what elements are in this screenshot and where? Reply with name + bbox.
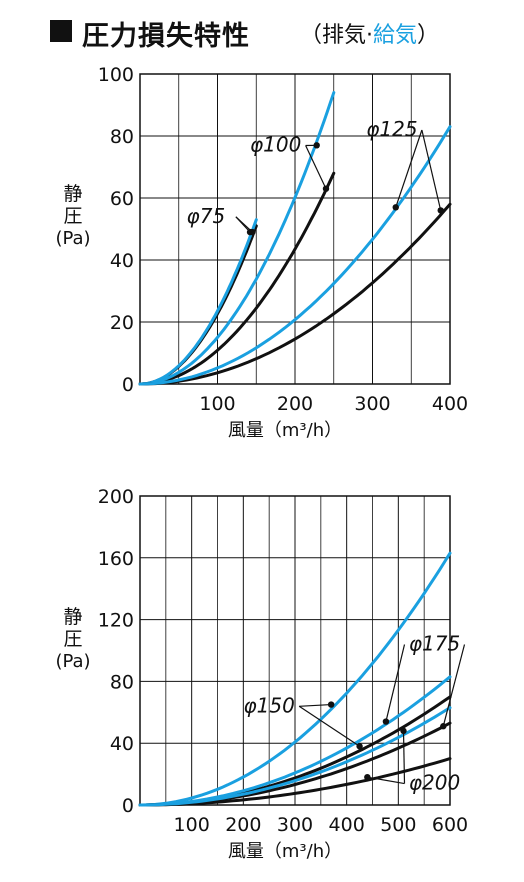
- x-tick-label: 200: [277, 393, 313, 415]
- leader-dot: [313, 142, 320, 149]
- leader-dot: [382, 718, 390, 725]
- series-label: φ200: [409, 771, 460, 795]
- page-title: 圧力損失特性: [82, 21, 250, 52]
- leader-line: [305, 145, 327, 189]
- x-tick-label: 600: [432, 814, 468, 836]
- x-tick-label: 500: [380, 814, 416, 836]
- series-line-supply: [138, 551, 452, 807]
- y-tick-label: 0: [122, 795, 134, 817]
- leader-dot: [327, 701, 335, 708]
- y-axis-label-unit: (Pa): [55, 651, 90, 672]
- series-label: φ75: [187, 204, 226, 228]
- y-tick-label: 80: [110, 126, 134, 148]
- title-row: 圧力損失特性 （排気·給気）: [50, 14, 490, 54]
- subtitle-open: （排気·: [300, 23, 373, 48]
- x-tick-label: 200: [225, 814, 261, 836]
- y-axis-label-2: 圧: [63, 205, 82, 227]
- leader-line: [367, 776, 405, 785]
- leader-line: [421, 129, 442, 211]
- leader-dot: [437, 207, 444, 214]
- y-tick-label: 40: [110, 733, 134, 755]
- leader-line: [385, 644, 406, 722]
- leader-line: [299, 703, 332, 707]
- x-tick-label: 300: [277, 814, 313, 836]
- x-axis-label: 風量（m³/h）: [228, 420, 342, 441]
- x-tick-label: 400: [329, 814, 365, 836]
- series-label: φ150: [243, 693, 294, 717]
- series-label: φ100: [250, 133, 301, 157]
- y-tick-label: 160: [98, 548, 134, 570]
- series-line-supply: [138, 218, 258, 386]
- y-axis-label-1: 静: [63, 606, 82, 628]
- chart-small-ducts: 0 20 40 60 80 100 100 200 300 400 静圧(Pa) 風量（m³/h） φ1…: [55, 64, 468, 441]
- y-tick-label: 60: [110, 188, 134, 210]
- leader-dot: [356, 743, 363, 750]
- leader-line: [235, 216, 253, 233]
- subtitle-supply: 給気: [373, 23, 418, 48]
- y-tick-label: 20: [110, 312, 134, 334]
- leader-dot: [400, 727, 407, 735]
- x-tick-label: 100: [174, 814, 210, 836]
- title-square-icon: [50, 20, 72, 42]
- y-tick-label: 120: [98, 610, 134, 632]
- y-tick-label: 0: [122, 374, 134, 396]
- y-axis-label-2: 圧: [63, 628, 82, 650]
- leader-dot: [392, 204, 399, 211]
- series-label: φ125: [366, 117, 417, 141]
- y-axis-label-1: 静: [63, 183, 82, 205]
- y-tick-label: 80: [110, 671, 134, 693]
- leader-dot: [364, 773, 371, 781]
- series-line-exhaust: [138, 171, 336, 386]
- subtitle-close: ）: [417, 23, 440, 48]
- y-tick-label: 200: [98, 486, 134, 508]
- plot-frame: [139, 73, 451, 385]
- leader-line: [442, 644, 466, 727]
- x-axis-label: 風量（m³/h）: [228, 841, 342, 862]
- leader-dot: [249, 228, 256, 236]
- x-tick-label: 100: [199, 393, 235, 415]
- subtitle: （排気·給気）: [300, 17, 439, 49]
- x-tick-label: 400: [432, 393, 468, 415]
- leader-line: [395, 129, 423, 208]
- leader-dot: [440, 723, 447, 730]
- y-tick-label: 40: [110, 250, 134, 272]
- series-line-supply: [138, 125, 452, 386]
- series-line-exhaust: [138, 202, 452, 386]
- leader-line: [402, 730, 406, 784]
- leader-dot: [322, 185, 330, 192]
- y-axis-label-unit: (Pa): [55, 228, 90, 249]
- series-label: φ175: [409, 632, 460, 656]
- series-line-supply: [138, 91, 336, 386]
- leader-line: [298, 705, 360, 747]
- series-line-supply: [138, 706, 452, 807]
- y-tick-label: 100: [98, 64, 134, 86]
- x-tick-label: 300: [354, 393, 390, 415]
- plot-frame: [139, 495, 451, 806]
